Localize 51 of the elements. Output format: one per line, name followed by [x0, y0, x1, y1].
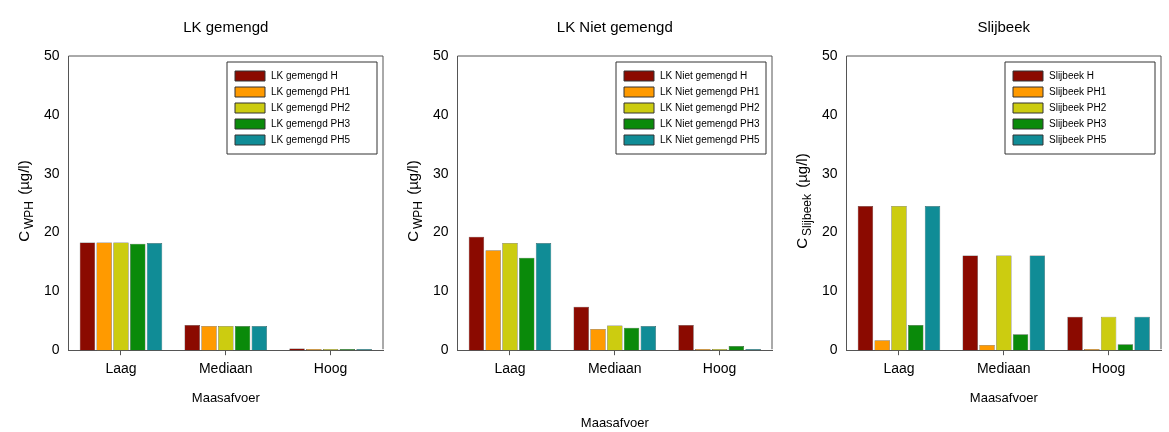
y-tick-label: 50 [821, 46, 838, 63]
y-tick-label: 0 [440, 341, 449, 358]
chart-title: LK gemengd [183, 18, 269, 36]
y-tick-label: 50 [432, 46, 449, 63]
y-axis-title: CSlijbeek (µg/l) [793, 153, 814, 249]
x-axis-title: Maasafvoer [580, 414, 650, 430]
y-tick-label: 0 [829, 341, 838, 358]
x-axis-title: Maasafvoer [969, 389, 1039, 405]
x-axis-title: Maasafvoer [191, 389, 261, 405]
x-tick-label: Laag [105, 360, 137, 377]
x-tick-label: Hoog [1091, 360, 1126, 377]
chart-title: Slijbeek [977, 18, 1031, 36]
x-tick-label: Mediaan [198, 360, 253, 377]
legend-label: LK gemengd PH2 [271, 101, 351, 113]
y-tick-label: 10 [432, 282, 449, 299]
y-axis-title: CWPH (µg/l) [404, 160, 425, 242]
x-tick-label: Hoog [313, 360, 348, 377]
x-tick-label: Laag [883, 360, 915, 377]
legend-label: LK Niet gemengd PH1 [660, 85, 760, 97]
y-tick-label: 40 [432, 105, 449, 122]
legend-label: Slijbeek PH5 [1049, 133, 1107, 145]
y-tick-label: 20 [432, 223, 449, 240]
y-tick-label: 10 [821, 282, 838, 299]
x-tick-label: Hoog [702, 360, 737, 377]
legend-label: LK gemengd PH3 [271, 117, 351, 129]
legend-label: Slijbeek PH2 [1049, 101, 1107, 113]
legend-label: LK gemengd PH5 [271, 133, 351, 145]
y-tick-label: 30 [821, 164, 838, 181]
x-tick-label: Mediaan [976, 360, 1031, 377]
y-tick-label: 20 [821, 223, 838, 240]
legend-label: Slijbeek H [1049, 69, 1095, 81]
legend-label: LK Niet gemengd PH2 [660, 101, 760, 113]
legend-label: LK Niet gemengd H [660, 69, 748, 81]
legend-label: Slijbeek PH3 [1049, 117, 1107, 129]
y-tick-label: 30 [432, 164, 449, 181]
chart-title: LK Niet gemengd [556, 18, 673, 36]
y-tick-label: 40 [821, 105, 838, 122]
y-axis-title: CWPH (µg/l) [15, 160, 36, 242]
y-tick-label: 0 [51, 341, 60, 358]
y-tick-label: 30 [43, 164, 60, 181]
y-tick-label: 50 [43, 46, 60, 63]
x-tick-label: Laag [494, 360, 526, 377]
y-tick-label: 10 [43, 282, 60, 299]
y-tick-label: 40 [43, 105, 60, 122]
y-tick-label: 20 [43, 223, 60, 240]
legend-label: LK gemengd H [271, 69, 338, 81]
legend-label: LK gemengd PH1 [271, 85, 351, 97]
legend-label: Slijbeek PH1 [1049, 85, 1107, 97]
x-tick-label: Mediaan [587, 360, 642, 377]
legend-label: LK Niet gemengd PH3 [660, 117, 760, 129]
legend-label: LK Niet gemengd PH5 [660, 133, 760, 145]
